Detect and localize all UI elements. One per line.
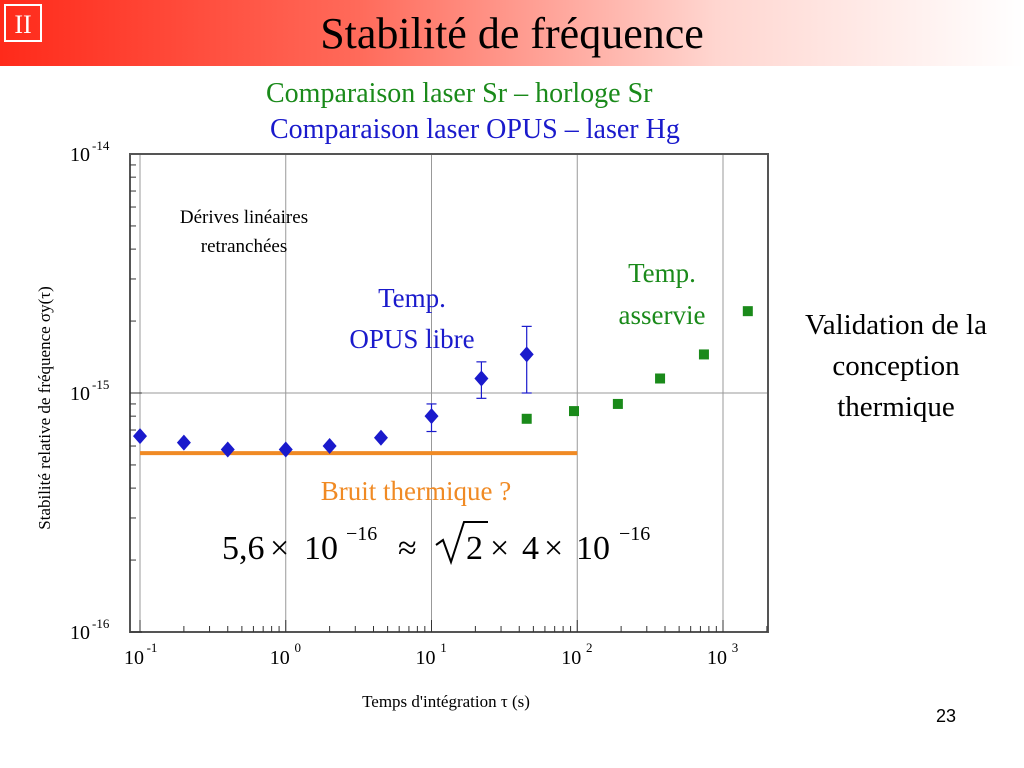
data-point-square: [521, 413, 532, 424]
y-tick-label: 10: [70, 144, 90, 166]
servo-label-line: asservie: [619, 300, 706, 330]
y-tick-label: 10: [70, 622, 90, 644]
data-point-square: [612, 398, 623, 409]
formula-factor: 4: [522, 530, 539, 567]
y-tick-label: 10: [70, 383, 90, 405]
y-tick-exponent: -15: [92, 377, 109, 392]
formula-base: 10: [576, 530, 610, 567]
subtitle-green: Comparaison laser Sr – horloge Sr: [266, 78, 653, 109]
data-point-diamond: [424, 408, 439, 425]
formula-exponent: −16: [346, 523, 377, 545]
formula-exponent: −16: [619, 523, 650, 545]
drift-note-line: retranchées: [201, 236, 288, 257]
y-tick-exponent: -16: [92, 616, 110, 631]
data-marks: [133, 306, 753, 458]
x-tick-exponent: -1: [147, 640, 158, 655]
validation-line: thermique: [837, 391, 955, 423]
data-point-diamond: [474, 370, 489, 387]
data-point-diamond: [133, 428, 147, 445]
validation-line: Validation de la: [804, 309, 987, 341]
formula-times: ×: [270, 530, 289, 567]
formula-times: ×: [490, 530, 509, 567]
validation-text: Validation de la conception thermique: [780, 305, 1012, 428]
x-tick-exponent: 2: [586, 640, 593, 655]
servo-label-line: Temp.: [628, 258, 696, 288]
data-point-diamond: [322, 438, 337, 455]
data-point-square: [569, 406, 580, 417]
slide-title: Stabilité de fréquence: [320, 9, 704, 58]
data-point-square: [698, 349, 709, 360]
x-tick-label: 10: [270, 647, 290, 669]
formula-lhs-mantissa: 5,6: [222, 530, 265, 567]
formula-base: 10: [304, 530, 338, 567]
data-point-diamond: [519, 346, 534, 363]
data-point-diamond: [176, 434, 191, 451]
formula-times: ×: [544, 530, 563, 567]
data-point-diamond: [278, 441, 293, 458]
formula-approx: ≈: [398, 530, 417, 567]
title-banner: [0, 0, 1024, 66]
data-point-square: [655, 373, 666, 384]
sqrt-sign: [435, 521, 488, 566]
formula: 5,6 × 10 −16 ≈2 × 4 × 10 −16: [222, 521, 650, 567]
formula-sqrt-arg: 2: [466, 530, 483, 567]
axis-ticks: [130, 164, 768, 633]
x-tick-label: 10: [707, 647, 727, 669]
section-badge: II: [4, 4, 42, 42]
x-tick-exponent: 3: [732, 640, 739, 655]
y-axis-title: Stabilité relative de fréquence σy(τ): [35, 286, 54, 530]
data-point-diamond: [373, 429, 388, 446]
x-tick-label: 10: [124, 647, 144, 669]
subtitle-blue: Comparaison laser OPUS – laser Hg: [270, 114, 680, 145]
x-tick-label: 10: [416, 647, 436, 669]
thermal-noise-label: Bruit thermique ?: [321, 476, 511, 506]
data-point-square: [742, 306, 753, 317]
opus-label-line: OPUS libre: [349, 324, 474, 354]
x-tick-label: 10: [561, 647, 581, 669]
validation-line: conception: [832, 350, 960, 382]
x-axis-title: Temps d'intégration τ (s): [362, 692, 530, 711]
x-tick-exponent: 0: [295, 640, 302, 655]
opus-label-line: Temp.: [378, 283, 446, 313]
slide-number: 23: [936, 706, 957, 726]
x-tick-exponent: 1: [440, 640, 447, 655]
data-point-diamond: [220, 441, 235, 458]
y-tick-exponent: -14: [92, 140, 110, 153]
drift-note-line: Dérives linéaires: [180, 207, 308, 228]
